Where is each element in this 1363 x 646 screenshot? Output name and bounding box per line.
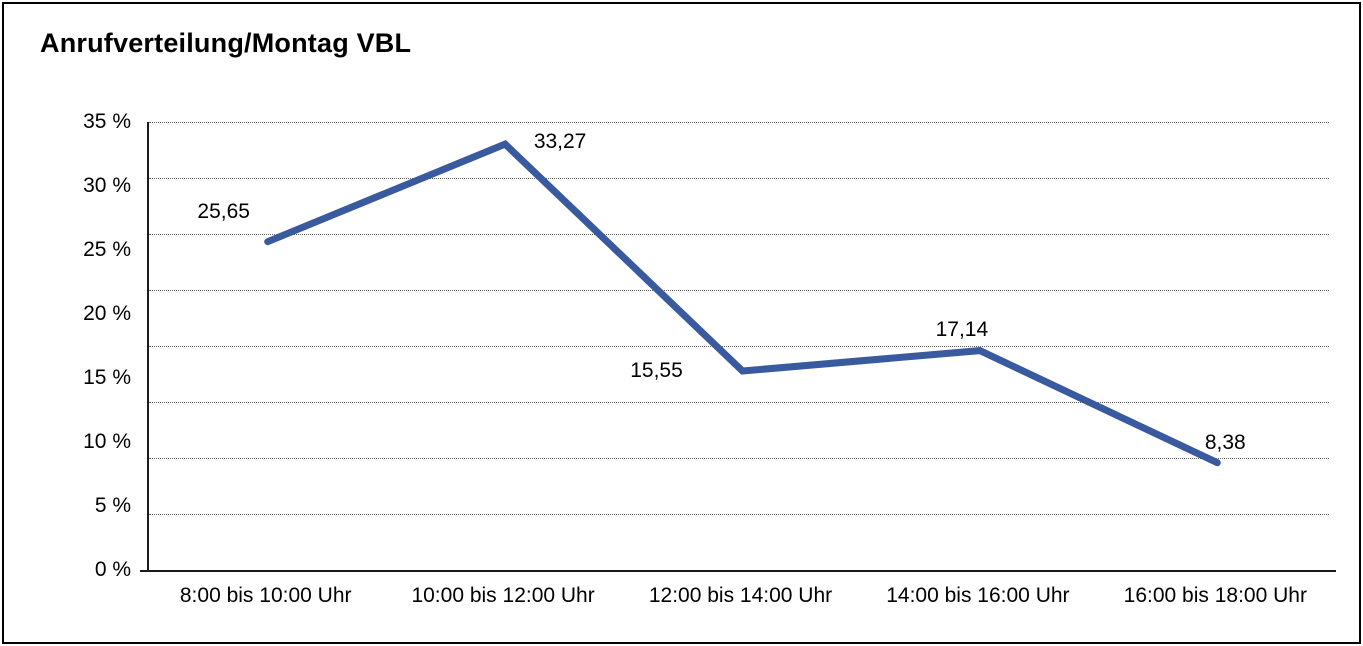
gridline bbox=[149, 402, 1329, 403]
y-axis-tick-label: 10 % bbox=[83, 430, 131, 453]
x-axis-tick-label: 14:00 bis 16:00 Uhr bbox=[886, 584, 1070, 607]
y-axis-tick-label: 35 % bbox=[83, 110, 131, 133]
data-point-label: 15,55 bbox=[630, 358, 683, 382]
x-axis-origin-tick bbox=[140, 570, 149, 572]
data-point-label: 8,38 bbox=[1204, 430, 1246, 454]
y-axis-tick-label: 30 % bbox=[83, 174, 131, 197]
y-axis-tick-label: 5 % bbox=[94, 494, 131, 517]
y-axis-tick-label: 0 % bbox=[94, 558, 131, 581]
gridline bbox=[149, 290, 1329, 291]
line-series-svg bbox=[264, 139, 1221, 467]
x-axis-tick-label: 16:00 bis 18:00 Uhr bbox=[1123, 584, 1307, 607]
chart-title: Anrufverteilung/Montag VBL bbox=[40, 28, 412, 58]
x-axis-tick-label: 12:00 bis 14:00 Uhr bbox=[648, 584, 833, 607]
data-point-label: 17,14 bbox=[935, 317, 989, 341]
y-axis-tick-label: 25 % bbox=[83, 238, 131, 261]
gridline bbox=[149, 234, 1329, 235]
x-axis-tick-label: 8:00 bis 10:00 Uhr bbox=[179, 584, 352, 607]
plot-area: 25,65 33,27 15,55 17,14 8,38 bbox=[147, 122, 1336, 572]
gridline bbox=[149, 122, 1329, 123]
data-point-label: 25,65 bbox=[197, 199, 250, 223]
gridline bbox=[149, 178, 1329, 179]
data-point-label: 33,27 bbox=[533, 130, 587, 154]
gridline bbox=[149, 514, 1329, 515]
x-axis-tick-label: 10:00 bis 12:00 Uhr bbox=[411, 584, 595, 607]
y-axis-tick-label: 15 % bbox=[83, 366, 131, 389]
gridline bbox=[149, 458, 1329, 459]
data-line bbox=[264, 139, 1221, 467]
gridline bbox=[149, 346, 1329, 347]
y-axis-tick-label: 20 % bbox=[83, 302, 131, 325]
